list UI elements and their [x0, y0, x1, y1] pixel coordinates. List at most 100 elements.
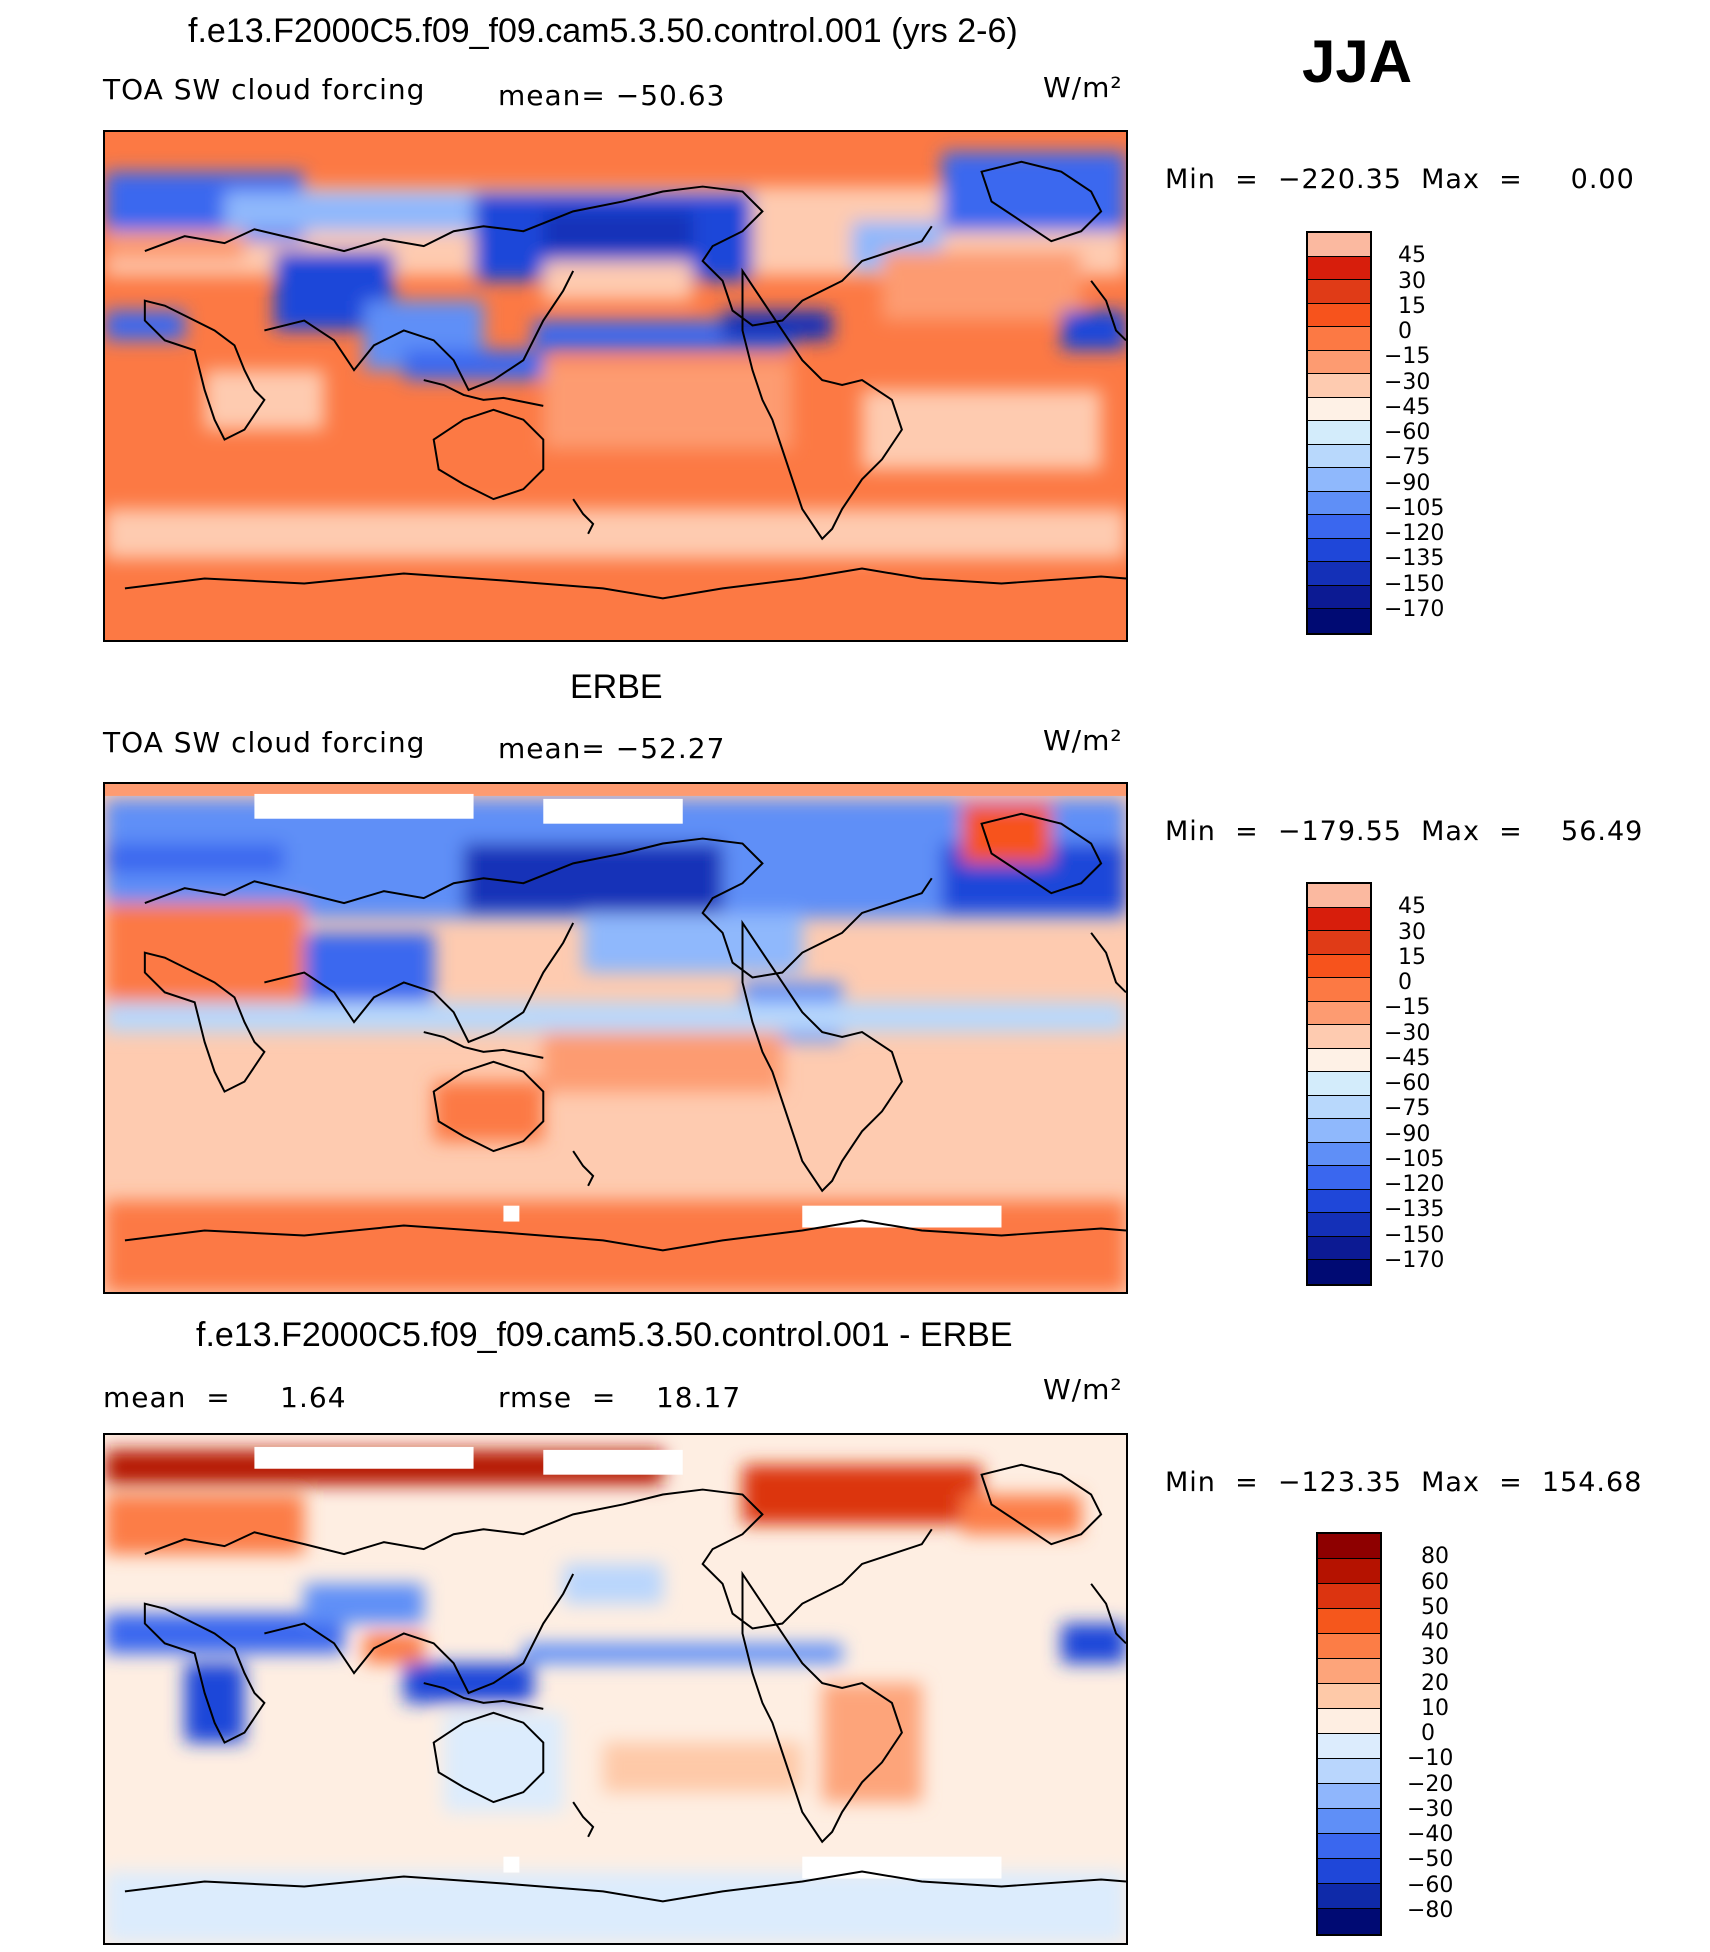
- colorbar-tick-label: −150: [1384, 1222, 1445, 1248]
- panel-1-minmax: Min = −220.35 Max = 0.00: [1165, 164, 1635, 195]
- colorbar-segment: [1318, 1684, 1380, 1709]
- colorbar-segment: [1308, 931, 1370, 955]
- colorbar-tick-label: −170: [1384, 596, 1445, 622]
- panel-1-left-label: TOA SW cloud forcing: [103, 73, 426, 106]
- colorbar-tick-label: −120: [1384, 1172, 1445, 1197]
- colorbar-segment: [1318, 1759, 1380, 1784]
- colorbar-tick-label: −20: [1407, 1771, 1454, 1797]
- colorbar-segment: [1308, 327, 1370, 351]
- colorbar-segment: [1308, 1025, 1370, 1049]
- colorbar-tick-label: 10: [1421, 1695, 1449, 1721]
- colorbar-tick-label: −10: [1407, 1746, 1454, 1772]
- panel-2-map: [103, 782, 1128, 1294]
- colorbar-tick-label: −90: [1384, 470, 1431, 496]
- panel-3-minmax: Min = −123.35 Max = 154.68: [1165, 1467, 1643, 1498]
- colorbar-segment: [1308, 468, 1370, 492]
- colorbar-segment: [1308, 1166, 1370, 1190]
- colorbar-segment: [1318, 1659, 1380, 1684]
- colorbar-segment: [1308, 1142, 1370, 1167]
- colorbar-tick-label: 50: [1421, 1594, 1449, 1620]
- panel-1-map-svg: [105, 132, 1126, 640]
- panel-3-units: W/m²: [1043, 1373, 1123, 1406]
- panel-1-colorbar: [1306, 231, 1372, 635]
- colorbar-segment: [1308, 1260, 1370, 1284]
- colorbar-tick-label: −120: [1384, 521, 1445, 546]
- colorbar-segment: [1308, 515, 1370, 539]
- colorbar-segment: [1308, 538, 1370, 563]
- colorbar-tick-label: 30: [1398, 268, 1426, 294]
- colorbar-segment: [1318, 1559, 1380, 1584]
- panel-3-map-svg: [105, 1435, 1126, 1943]
- panel-2-minmax: Min = −179.55 Max = 56.49: [1165, 816, 1644, 847]
- colorbar-tick-label: −105: [1384, 1146, 1445, 1172]
- colorbar-tick-label: −135: [1384, 1197, 1445, 1223]
- colorbar-segment: [1308, 1119, 1370, 1143]
- colorbar-segment: [1318, 1859, 1380, 1884]
- panel-1-colorbar-segments: [1308, 233, 1370, 633]
- colorbar-tick-label: 40: [1421, 1620, 1449, 1645]
- colorbar-tick-label: 30: [1421, 1645, 1449, 1671]
- panel-2-colorbar-segments: [1308, 884, 1370, 1284]
- colorbar-segment: [1318, 1734, 1380, 1759]
- panel-2-map-svg: [105, 784, 1126, 1292]
- colorbar-tick-label: −50: [1407, 1847, 1454, 1873]
- panel-2-mean: mean= −52.27: [498, 732, 726, 765]
- colorbar-segment: [1318, 1834, 1380, 1859]
- colorbar-tick-label: 20: [1421, 1670, 1449, 1696]
- colorbar-tick-label: 0: [1398, 970, 1412, 995]
- colorbar-tick-label: −15: [1384, 344, 1431, 370]
- colorbar-segment: [1308, 1236, 1370, 1261]
- colorbar-segment: [1318, 1634, 1380, 1659]
- panel-3-colorbar: [1316, 1532, 1382, 1936]
- panel-3-colorbar-segments: [1318, 1534, 1380, 1934]
- colorbar-tick-label: −135: [1384, 546, 1445, 572]
- panel-3-map: [103, 1433, 1128, 1945]
- panel-1-title: f.e13.F2000C5.f09_f09.cam5.3.50.control.…: [188, 12, 1018, 50]
- colorbar-tick-label: 45: [1398, 894, 1426, 920]
- colorbar-segment: [1308, 562, 1370, 586]
- colorbar-tick-label: −105: [1384, 495, 1445, 521]
- colorbar-segment: [1318, 1909, 1380, 1934]
- panel-3-mean: mean = 1.64: [103, 1381, 347, 1414]
- colorbar-segment: [1318, 1709, 1380, 1734]
- colorbar-segment: [1308, 303, 1370, 328]
- colorbar-tick-label: 60: [1421, 1569, 1449, 1595]
- colorbar-tick-label: −90: [1384, 1121, 1431, 1147]
- colorbar-tick-label: 45: [1398, 243, 1426, 269]
- colorbar-segment: [1308, 1095, 1370, 1120]
- colorbar-tick-label: 30: [1398, 919, 1426, 945]
- colorbar-segment: [1318, 1784, 1380, 1809]
- colorbar-segment: [1308, 907, 1370, 932]
- colorbar-tick-label: −80: [1407, 1897, 1454, 1923]
- colorbar-segment: [1308, 444, 1370, 469]
- colorbar-segment: [1318, 1584, 1380, 1609]
- colorbar-segment: [1308, 350, 1370, 375]
- colorbar-segment: [1308, 233, 1370, 257]
- colorbar-tick-label: −170: [1384, 1247, 1445, 1273]
- colorbar-tick-label: 15: [1398, 944, 1426, 970]
- colorbar-segment: [1318, 1884, 1380, 1909]
- panel-3-title: f.e13.F2000C5.f09_f09.cam5.3.50.control.…: [196, 1316, 1013, 1354]
- colorbar-segment: [1308, 1213, 1370, 1237]
- colorbar-segment: [1308, 374, 1370, 398]
- panel-2-title: ERBE: [570, 668, 663, 706]
- panel-2-units: W/m²: [1043, 724, 1123, 757]
- colorbar-segment: [1308, 884, 1370, 908]
- colorbar-segment: [1308, 421, 1370, 445]
- colorbar-segment: [1308, 1189, 1370, 1214]
- colorbar-segment: [1308, 491, 1370, 516]
- panel-2-left-label: TOA SW cloud forcing: [103, 726, 426, 759]
- colorbar-tick-label: −30: [1384, 369, 1431, 395]
- colorbar-tick-label: 0: [1398, 319, 1412, 344]
- colorbar-segment: [1308, 1048, 1370, 1073]
- colorbar-segment: [1318, 1809, 1380, 1834]
- colorbar-segment: [1308, 585, 1370, 610]
- colorbar-segment: [1308, 954, 1370, 979]
- colorbar-tick-label: −75: [1384, 445, 1431, 471]
- colorbar-tick-label: −60: [1407, 1872, 1454, 1898]
- colorbar-tick-label: −60: [1384, 420, 1431, 445]
- colorbar-segment: [1308, 256, 1370, 281]
- colorbar-tick-label: 0: [1421, 1721, 1435, 1746]
- colorbar-segment: [1308, 397, 1370, 422]
- panel-3-rmse: rmse = 18.17: [498, 1381, 742, 1414]
